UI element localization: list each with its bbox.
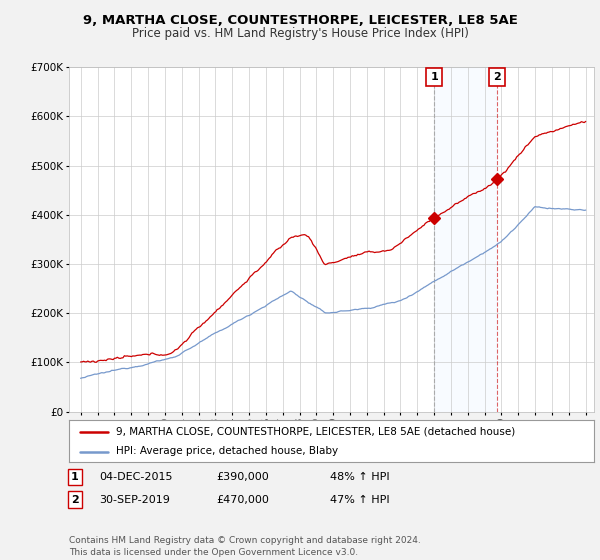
Bar [434, 67, 497, 412]
Text: 1: 1 [430, 72, 438, 82]
Text: Price paid vs. HM Land Registry's House Price Index (HPI): Price paid vs. HM Land Registry's House … [131, 27, 469, 40]
Text: 2: 2 [71, 494, 79, 505]
Text: 04-DEC-2015: 04-DEC-2015 [99, 472, 173, 482]
Text: HPI: Average price, detached house, Blaby: HPI: Average price, detached house, Blab… [116, 446, 338, 456]
Text: £390,000: £390,000 [216, 472, 269, 482]
Text: 9, MARTHA CLOSE, COUNTESTHORPE, LEICESTER, LE8 5AE: 9, MARTHA CLOSE, COUNTESTHORPE, LEICESTE… [83, 14, 517, 27]
Text: Contains HM Land Registry data © Crown copyright and database right 2024.
This d: Contains HM Land Registry data © Crown c… [69, 536, 421, 557]
Text: 2: 2 [493, 72, 501, 82]
Text: 9, MARTHA CLOSE, COUNTESTHORPE, LEICESTER, LE8 5AE (detached house): 9, MARTHA CLOSE, COUNTESTHORPE, LEICESTE… [116, 427, 515, 437]
Text: 48% ↑ HPI: 48% ↑ HPI [330, 472, 389, 482]
Text: 30-SEP-2019: 30-SEP-2019 [99, 494, 170, 505]
Text: 1: 1 [71, 472, 79, 482]
Text: £470,000: £470,000 [216, 494, 269, 505]
Text: 47% ↑ HPI: 47% ↑ HPI [330, 494, 389, 505]
